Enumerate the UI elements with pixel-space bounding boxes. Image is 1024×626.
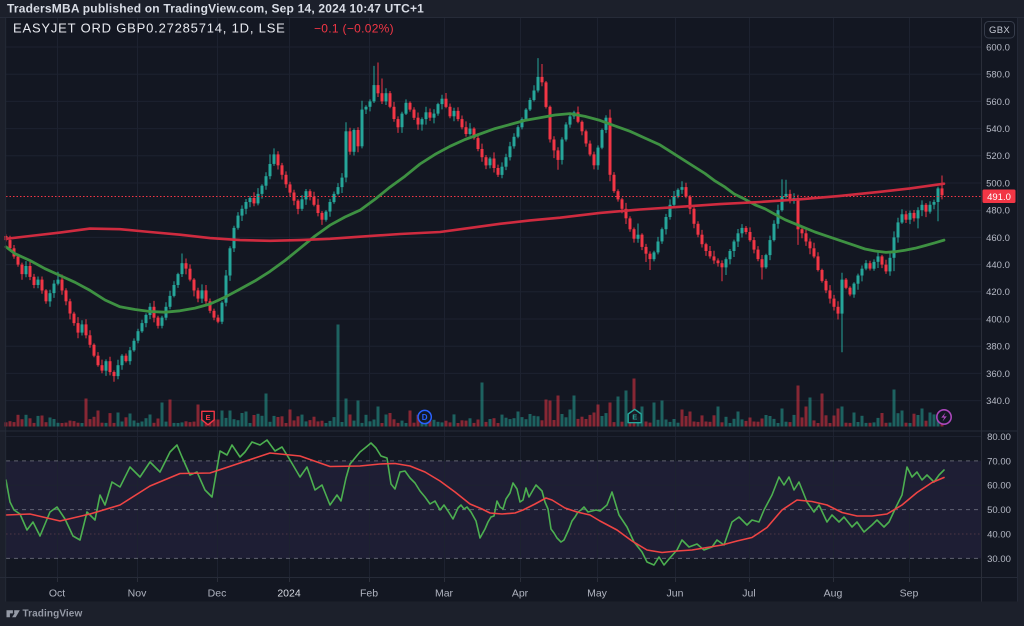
svg-text:Aug: Aug (824, 588, 843, 600)
svg-text:380.0: 380.0 (986, 342, 1010, 353)
svg-text:May: May (587, 588, 608, 600)
svg-text:E: E (205, 413, 210, 422)
svg-text:70.00: 70.00 (987, 456, 1011, 467)
svg-text:EASYJET ORD GBP0.27285714, 1D,: EASYJET ORD GBP0.27285714, 1D, LSE (13, 21, 286, 36)
svg-text:460.0: 460.0 (986, 233, 1010, 244)
svg-text:D: D (422, 413, 428, 422)
svg-text:50.00: 50.00 (987, 505, 1011, 516)
svg-text:420.0: 420.0 (986, 287, 1010, 298)
svg-text:480.0: 480.0 (986, 206, 1010, 217)
svg-text:60.00: 60.00 (987, 481, 1011, 492)
svg-text:400.0: 400.0 (986, 314, 1010, 325)
svg-text:Apr: Apr (512, 588, 529, 600)
svg-text:360.0: 360.0 (986, 369, 1010, 380)
svg-text:520.0: 520.0 (986, 151, 1010, 162)
svg-text:Oct: Oct (49, 588, 65, 600)
svg-text:580.0: 580.0 (986, 70, 1010, 81)
svg-text:Mar: Mar (435, 588, 454, 600)
svg-text:Jul: Jul (742, 588, 755, 600)
svg-text:GBX: GBX (989, 25, 1010, 36)
svg-text:500.0: 500.0 (986, 178, 1010, 189)
svg-text:TradersMBA published on Tradin: TradersMBA published on TradingView.com,… (7, 2, 424, 16)
svg-text:540.0: 540.0 (986, 124, 1010, 135)
svg-text:560.0: 560.0 (986, 97, 1010, 108)
svg-text:491.0: 491.0 (987, 192, 1011, 203)
svg-text:Nov: Nov (128, 588, 147, 600)
svg-text:440.0: 440.0 (986, 260, 1010, 271)
svg-text:Feb: Feb (360, 588, 378, 600)
svg-text:Sep: Sep (900, 588, 919, 600)
svg-text:Dec: Dec (208, 588, 227, 600)
svg-text:E: E (632, 413, 637, 422)
svg-text:340.0: 340.0 (986, 396, 1010, 407)
svg-text:40.00: 40.00 (987, 529, 1011, 540)
svg-text:80.00: 80.00 (987, 432, 1011, 443)
svg-text:TradingView: TradingView (23, 609, 83, 620)
svg-text:600.0: 600.0 (986, 42, 1010, 53)
svg-text:30.00: 30.00 (987, 554, 1011, 565)
svg-text:2024: 2024 (277, 588, 301, 600)
svg-text:−0.1 (−0.02%): −0.1 (−0.02%) (314, 22, 394, 36)
svg-text:Jun: Jun (667, 588, 684, 600)
